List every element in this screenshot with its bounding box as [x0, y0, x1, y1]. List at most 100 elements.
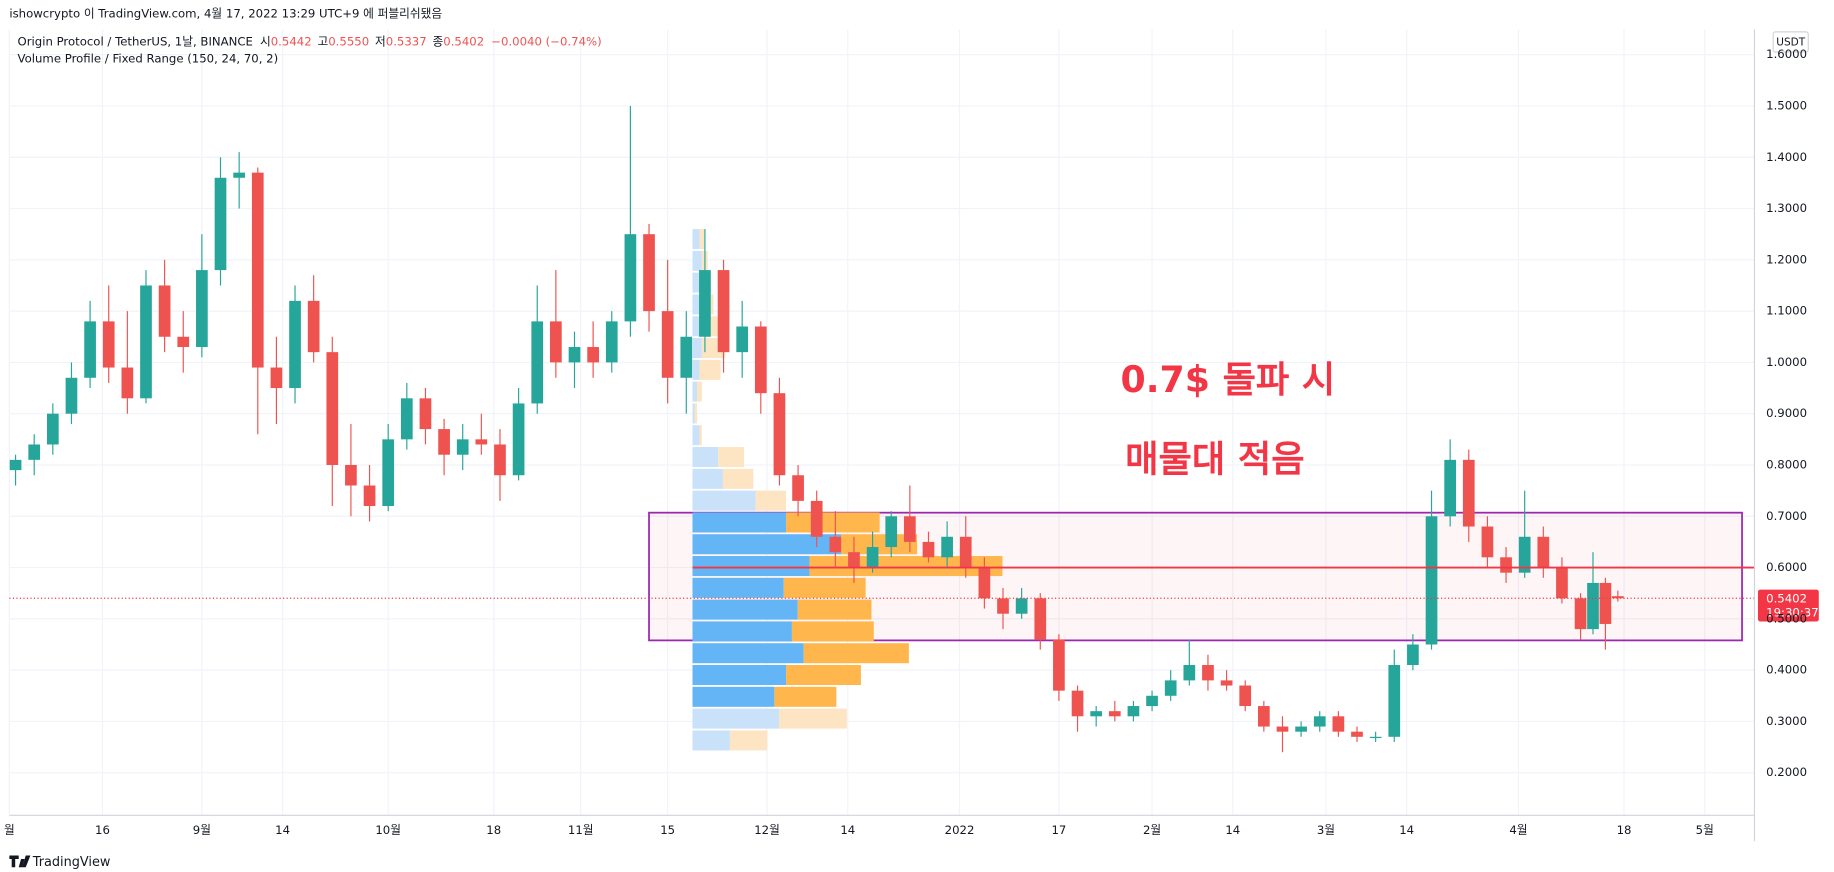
- y-tick-label: 1.0000: [1766, 355, 1807, 369]
- candle-body: [158, 285, 171, 337]
- profile-up: [692, 316, 705, 337]
- candle-body: [1276, 726, 1289, 732]
- candle-body: [568, 347, 581, 363]
- candle-body: [866, 547, 879, 568]
- low-value: 0.5337: [386, 34, 427, 48]
- candle-body: [1537, 536, 1550, 568]
- profile-up: [692, 294, 702, 315]
- candle-body: [102, 321, 115, 368]
- candle-body: [1587, 582, 1599, 630]
- x-tick-label: 14: [840, 823, 855, 837]
- candle-body: [997, 598, 1009, 614]
- candle-body: [904, 516, 916, 542]
- candle-body: [438, 429, 450, 455]
- x-tick-label: 2022: [945, 823, 975, 837]
- candle-body: [1407, 644, 1419, 666]
- candle-body: [233, 172, 245, 178]
- candle-body: [1611, 596, 1624, 599]
- candle-body: [177, 336, 190, 348]
- x-tick-label: 10월: [375, 823, 401, 837]
- candle-body: [1295, 726, 1307, 732]
- profile-up: [692, 425, 700, 446]
- profile-down: [722, 468, 754, 489]
- candle-body: [1127, 706, 1140, 717]
- candle-body: [699, 270, 711, 337]
- profile-up: [692, 229, 700, 250]
- profile-down: [755, 490, 787, 511]
- candle-body: [1090, 711, 1103, 717]
- profile-down: [774, 686, 837, 707]
- close-label: 종: [433, 34, 444, 48]
- currency: USDT: [1776, 37, 1805, 49]
- profile-up: [692, 665, 787, 686]
- candle-body: [550, 321, 562, 363]
- candle-body: [717, 270, 730, 353]
- candle-body: [1202, 665, 1214, 681]
- y-tick-label: 0.6000: [1766, 560, 1807, 574]
- candle-body: [1164, 680, 1177, 696]
- candle-body: [959, 536, 972, 568]
- candle-body: [345, 464, 357, 486]
- candle-body: [1053, 639, 1065, 691]
- symbol: Origin Protocol / TetherUS, 1날, BINANCE: [18, 34, 253, 48]
- candle-body: [1388, 665, 1401, 737]
- profile-down: [699, 359, 721, 380]
- candle-body: [475, 439, 488, 445]
- candle-body: [1556, 567, 1568, 599]
- candle-body: [941, 536, 953, 558]
- high-label: 고: [317, 34, 328, 48]
- change: −0.0040 (−0.74%): [491, 34, 601, 48]
- candle-body: [792, 475, 804, 501]
- profile-up: [692, 250, 702, 271]
- candle-body: [1425, 516, 1438, 645]
- x-tick-label: 18: [486, 823, 501, 837]
- profile-down: [694, 403, 698, 424]
- candle-body: [1108, 711, 1121, 717]
- x-tick-label: 14: [275, 823, 290, 837]
- candle-body: [643, 234, 655, 312]
- candle-body: [680, 336, 693, 378]
- candle-body: [196, 270, 208, 348]
- profile-up: [692, 381, 698, 402]
- candle-body: [140, 285, 152, 399]
- plot-area: [8, 29, 1755, 816]
- currency-box[interactable]: [1772, 31, 1809, 53]
- profile-up: [692, 403, 695, 424]
- profile-up: [692, 359, 700, 380]
- open-value: 0.5442: [271, 34, 312, 48]
- candle-body: [214, 177, 227, 271]
- candle-body: [810, 500, 823, 537]
- candle-body: [1369, 736, 1382, 738]
- countdown: 19:30:37: [1766, 606, 1819, 620]
- y-tick-label: 0.8000: [1766, 457, 1807, 471]
- y-tick-label: 0.4000: [1766, 663, 1807, 677]
- profile-down: [786, 512, 880, 533]
- candle-body: [605, 321, 618, 363]
- profile-down: [803, 643, 909, 664]
- price-tag: [1757, 589, 1819, 622]
- profile-up: [692, 490, 756, 511]
- candle-body: [307, 300, 320, 353]
- x-tick-label: 3월: [1317, 823, 1335, 837]
- profile-up: [692, 730, 730, 751]
- candle-body: [456, 439, 469, 455]
- y-tick-label: 0.9000: [1766, 406, 1807, 420]
- y-tick-label: 1.6000: [1766, 47, 1807, 61]
- x-tick-label: 16: [95, 823, 110, 837]
- profile-down: [699, 425, 702, 446]
- close-value: 0.5402: [443, 34, 484, 48]
- brand-logo: [9, 855, 31, 868]
- legend: Origin Protocol / TetherUS, 1날, BINANCE 시…: [18, 34, 602, 48]
- candle-body: [1481, 526, 1494, 558]
- candle-body: [754, 326, 767, 394]
- y-tick-label: 1.3000: [1766, 201, 1807, 215]
- candle-body: [400, 398, 413, 440]
- x-tick-label: 12월: [754, 823, 780, 837]
- candle-body: [121, 367, 134, 399]
- candle-body: [1239, 685, 1252, 707]
- profile-down: [791, 621, 874, 642]
- candle-body: [1257, 706, 1270, 727]
- candle-body: [1518, 536, 1531, 573]
- profile-up: [692, 577, 784, 598]
